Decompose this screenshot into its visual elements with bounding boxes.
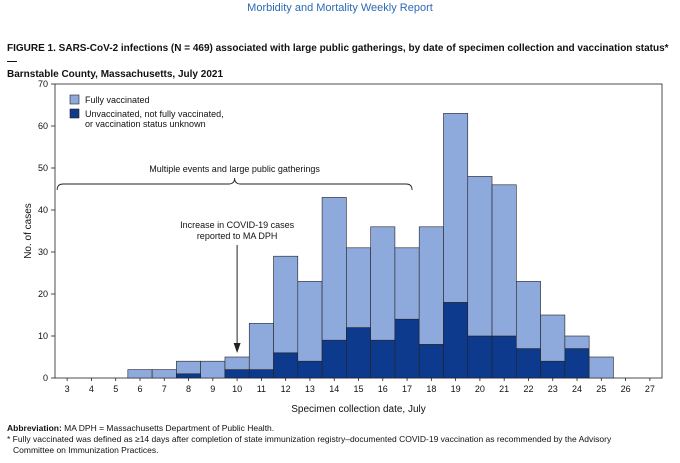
report-header: Morbidity and Mortality Weekly Report (247, 2, 433, 14)
arrow-head (233, 343, 241, 353)
bar-unvaccinated (224, 369, 250, 379)
x-tick-label: 25 (596, 384, 606, 394)
legend-label-unvaccinated: Unvaccinated, not fully vaccinated, (85, 109, 224, 119)
abbreviation-footnote: Abbreviation: MA DPH = Massachusetts Dep… (7, 423, 675, 434)
bar-unvaccinated (467, 335, 493, 379)
bar-fully-vaccinated (321, 197, 347, 341)
bar-unvaccinated (370, 339, 396, 379)
y-tick-label: 60 (38, 121, 48, 131)
legend-label-fully-vaccinated: Fully vaccinated (85, 95, 150, 105)
vaccination-definition-footnote: * Fully vaccinated was defined as ≥14 da… (7, 434, 675, 456)
bar-fully-vaccinated (297, 281, 323, 362)
bar-unvaccinated (297, 360, 323, 379)
footnote-line1: * Fully vaccinated was defined as ≥14 da… (7, 434, 612, 444)
x-tick-label: 26 (621, 384, 631, 394)
legend-label-unvaccinated-cont: or vaccination status unknown (85, 119, 206, 129)
bar-unvaccinated (443, 302, 469, 379)
bar-unvaccinated (248, 369, 274, 379)
y-tick-label: 30 (38, 247, 48, 257)
bar-unvaccinated (418, 344, 444, 379)
x-tick-label: 6 (137, 384, 142, 394)
x-tick-label: 21 (499, 384, 509, 394)
x-tick-label: 22 (523, 384, 533, 394)
bar-unvaccinated (491, 335, 517, 379)
x-tick-label: 12 (281, 384, 291, 394)
x-tick-label: 10 (232, 384, 242, 394)
bar-fully-vaccinated (224, 356, 250, 370)
y-tick-label: 40 (38, 205, 48, 215)
bar-fully-vaccinated (273, 255, 299, 354)
x-tick-label: 11 (257, 384, 266, 394)
bar-unvaccinated (273, 352, 299, 379)
bar-fully-vaccinated (443, 113, 469, 303)
y-tick-label: 20 (38, 289, 48, 299)
bar-fully-vaccinated (564, 335, 590, 349)
x-tick-label: 7 (162, 384, 167, 394)
x-axis-label: Specimen collection date, July (291, 404, 426, 415)
x-tick-label: 4 (89, 384, 94, 394)
brace-annotation (56, 177, 413, 191)
bar-unvaccinated (564, 348, 590, 379)
bar-fully-vaccinated (394, 247, 420, 320)
bar-fully-vaccinated (418, 226, 444, 345)
bar-fully-vaccinated (588, 356, 614, 379)
abbreviation-label: Abbreviation: (7, 423, 62, 433)
bar-unvaccinated (321, 339, 347, 379)
x-tick-label: 9 (210, 384, 215, 394)
y-tick-label: 10 (38, 331, 48, 341)
x-tick-label: 5 (113, 384, 118, 394)
bar-unvaccinated (540, 360, 566, 379)
y-axis-label: No. of cases (23, 203, 34, 259)
x-tick-label: 24 (572, 384, 582, 394)
brace-label: Multiple events and large public gatheri… (149, 164, 320, 174)
bar-fully-vaccinated (127, 369, 153, 379)
bar-unvaccinated (176, 373, 201, 379)
y-tick-label: 50 (38, 163, 48, 173)
x-tick-label: 16 (378, 384, 388, 394)
figure-title-line1: FIGURE 1. SARS-CoV-2 infections (N = 469… (7, 43, 669, 67)
bar-unvaccinated (394, 318, 420, 379)
x-tick-label: 14 (329, 384, 339, 394)
x-tick-label: 8 (186, 384, 191, 394)
bar-fully-vaccinated (491, 184, 517, 337)
x-tick-label: 17 (402, 384, 412, 394)
x-tick-label: 20 (475, 384, 485, 394)
legend-swatch-unvaccinated (69, 108, 80, 119)
bar-fully-vaccinated (516, 281, 541, 349)
y-tick-label: 0 (43, 373, 48, 383)
x-tick-label: 3 (65, 384, 70, 394)
y-tick-label: 70 (38, 79, 48, 89)
x-tick-label: 19 (451, 384, 461, 394)
arrow-label-line2: reported to MA DPH (197, 231, 278, 241)
bar-fully-vaccinated (540, 314, 566, 362)
x-tick-label: 15 (353, 384, 363, 394)
bar-fully-vaccinated (370, 226, 396, 341)
x-tick-label: 23 (548, 384, 558, 394)
bar-unvaccinated (346, 327, 371, 379)
figure-title: FIGURE 1. SARS-CoV-2 infections (N = 469… (7, 42, 675, 81)
footnote-line2: Committee on Immunization Practices. (13, 445, 159, 455)
x-tick-label: 18 (426, 384, 436, 394)
arrow-label-line1: Increase in COVID-19 cases (180, 220, 295, 230)
figure-title-line2: Barnstable County, Massachusetts, July 2… (7, 69, 224, 80)
legend-swatch-fully-vaccinated (69, 94, 80, 105)
abbreviation-text: MA DPH = Massachusetts Department of Pub… (64, 423, 275, 433)
bar-unvaccinated (516, 348, 541, 379)
bar-fully-vaccinated (151, 369, 177, 379)
x-tick-label: 13 (305, 384, 315, 394)
bar-fully-vaccinated (176, 360, 201, 375)
bar-fully-vaccinated (346, 247, 371, 328)
x-tick-label: 27 (645, 384, 655, 394)
bar-fully-vaccinated (200, 360, 226, 379)
bar-fully-vaccinated (248, 323, 274, 370)
bar-fully-vaccinated (467, 176, 493, 337)
